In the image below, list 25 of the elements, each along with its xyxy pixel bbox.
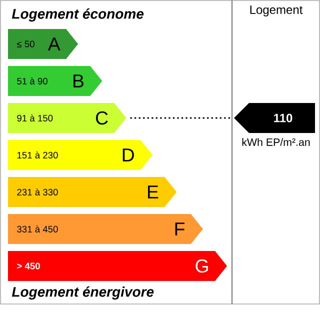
y-tick-label: 151 à 230 — [17, 152, 58, 158]
y-tick-label: 331 à 450 — [17, 226, 58, 232]
bar — [8, 214, 203, 244]
bar — [8, 66, 102, 96]
y-tick-label: 231 à 330 — [17, 188, 58, 196]
text: kWh EP/m².an — [242, 138, 310, 146]
y-tick-label: 91 à 150 — [17, 114, 53, 122]
y-tick-label: ≤ 50 — [17, 40, 34, 48]
bar — [8, 103, 126, 133]
bar — [8, 251, 227, 281]
bar — [8, 140, 153, 170]
y-tick-label: 51 à 90 — [17, 78, 48, 84]
annotation: E — [148, 186, 158, 198]
chart-title: Logement économe — [12, 8, 144, 22]
annotation: D — [122, 148, 134, 162]
annotation: B — [74, 74, 84, 88]
bar — [8, 177, 177, 207]
annotation: F — [175, 222, 184, 236]
annotation: G — [196, 259, 208, 273]
annotation: Logement énergivore — [12, 286, 154, 300]
annotation: C — [96, 111, 108, 125]
text: Logement — [250, 6, 303, 16]
text: 110 — [274, 114, 292, 122]
y-tick-label: > 450 — [17, 262, 40, 270]
annotation: A — [48, 38, 60, 50]
